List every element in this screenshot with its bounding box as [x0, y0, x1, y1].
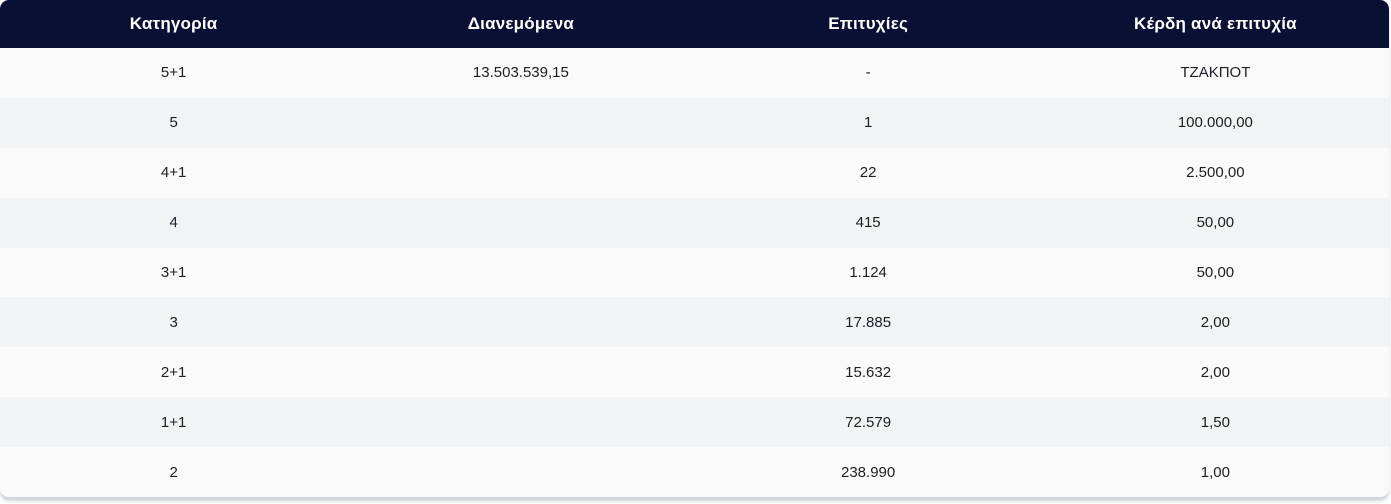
- column-header-distributed: Διανεμόμενα: [467, 14, 575, 33]
- cell-prize: 100.000,00: [1177, 114, 1253, 132]
- cell-category: 3+1: [160, 264, 187, 281]
- cell-category: 4: [169, 214, 178, 232]
- cell-category: 4+1: [160, 164, 187, 182]
- column-header-winners: Επιτυχίες: [828, 14, 909, 33]
- cell-category: 2+1: [160, 363, 187, 381]
- cell-prize: ΤΖΑΚΠΟΤ: [1180, 64, 1251, 82]
- table-row: 5 1 100.000,00: [0, 97, 1389, 148]
- cell-winners: 17.885: [845, 313, 892, 331]
- cell-winners: 22: [859, 164, 877, 182]
- cell-prize: 1,00: [1200, 463, 1230, 481]
- cell-winners: 15.632: [845, 363, 892, 381]
- table-body: 5+1 13.503.539,15 - ΤΖΑΚΠΟΤ 5 1 100.000,…: [0, 48, 1389, 497]
- table-row: 3 17.885 2,00: [0, 297, 1389, 348]
- column-header-prize-per-winner: Κέρδη ανά επιτυχία: [1133, 14, 1297, 33]
- cell-prize: 2.500,00: [1186, 164, 1245, 182]
- cell-category: 1+1: [160, 413, 187, 431]
- cell-winners: 1: [863, 114, 873, 132]
- table-row: 4 415 50,00: [0, 197, 1389, 248]
- table-row: 5+1 13.503.539,15 - ΤΖΑΚΠΟΤ: [0, 48, 1389, 98]
- table-row: 3+1 1.124 50,00: [0, 247, 1389, 298]
- cell-prize: 2,00: [1200, 313, 1230, 331]
- table-row: 1+1 72.579 1,50: [0, 397, 1389, 448]
- table-row: 2+1 15.632 2,00: [0, 347, 1389, 398]
- cell-prize: 50,00: [1196, 214, 1235, 232]
- cell-prize: 50,00: [1196, 264, 1235, 281]
- table-row: 2 238.990 1,00: [0, 447, 1389, 497]
- column-header-category: Κατηγορία: [129, 14, 218, 33]
- cell-prize: 1,50: [1200, 413, 1230, 431]
- cell-winners: 1.124: [849, 264, 887, 281]
- cell-category: 2: [169, 463, 178, 481]
- cell-prize: 2,00: [1200, 363, 1230, 381]
- cell-winners: 415: [855, 214, 881, 232]
- table-header-row: Κατηγορία Διανεμόμενα Επιτυχίες Κέρδη αν…: [0, 0, 1389, 48]
- cell-distributed: 13.503.539,15: [472, 64, 569, 82]
- cell-category: 5+1: [160, 64, 187, 82]
- cell-category: 5: [169, 114, 178, 132]
- cell-winners: 72.579: [845, 413, 892, 431]
- cell-winners: -: [865, 64, 871, 82]
- table-row: 4+1 22 2.500,00: [0, 147, 1389, 198]
- cell-winners: 238.990: [841, 463, 896, 481]
- cell-category: 3: [169, 313, 178, 331]
